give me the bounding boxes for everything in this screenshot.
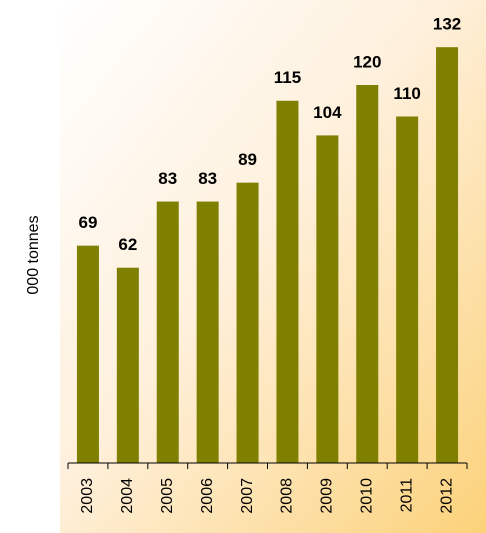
bar: [236, 182, 259, 463]
bar: [156, 201, 179, 464]
y-axis-label: 000 tonnes: [25, 215, 42, 294]
bar: [196, 201, 219, 464]
x-tick-label: 2008: [279, 478, 296, 514]
bar: [76, 245, 99, 463]
bar: [116, 267, 139, 463]
data-label: 62: [118, 235, 137, 254]
bar: [356, 85, 379, 463]
data-label: 89: [238, 150, 257, 169]
x-tick-label: 2004: [119, 478, 136, 514]
data-label: 115: [274, 68, 301, 87]
x-tick-label: 2010: [358, 478, 375, 514]
x-tick-label: 2005: [159, 478, 176, 514]
data-label: 104: [313, 103, 342, 122]
x-tick-label: 2011: [398, 478, 415, 513]
bar: [316, 135, 339, 463]
bar: [276, 100, 299, 463]
data-label: 120: [353, 52, 381, 71]
x-tick-label: 2003: [79, 478, 96, 514]
data-label: 132: [433, 15, 461, 34]
x-tick-label: 2009: [319, 478, 336, 514]
data-label: 83: [158, 169, 177, 188]
data-label: 83: [198, 169, 217, 188]
data-label: 69: [78, 213, 97, 232]
x-tick-label: 2012: [438, 478, 455, 514]
x-tick-label: 2007: [239, 478, 256, 514]
bar: [436, 47, 459, 463]
data-label: 110: [393, 84, 420, 103]
bar: [396, 116, 419, 463]
x-tick-label: 2006: [199, 478, 216, 514]
